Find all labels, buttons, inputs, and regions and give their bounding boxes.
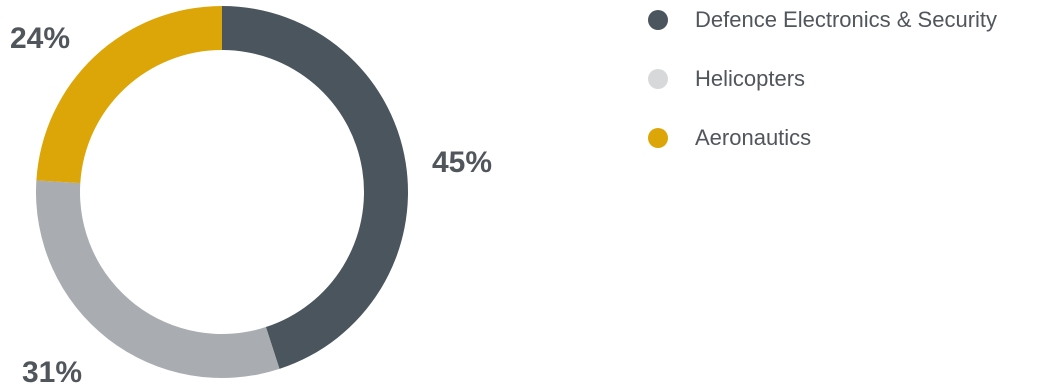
chart-legend: Defence Electronics & Security Helicopte…: [648, 4, 997, 181]
legend-label-aeronautics: Aeronautics: [695, 125, 812, 150]
legend-swatch-defence: [648, 10, 668, 30]
legend-swatch-aeronautics: [648, 128, 668, 148]
donut-chart: [35, 6, 409, 379]
legend-item-aeronautics: Aeronautics: [648, 122, 997, 154]
legend-label-helicopters: Helicopters: [695, 66, 806, 91]
slice-label-helicopters: 31%: [22, 356, 83, 389]
slice-label-defence: 45%: [432, 146, 493, 179]
slice-aeronautics: [36, 6, 222, 184]
legend-item-helicopters: Helicopters: [648, 63, 997, 95]
legend-item-defence: Defence Electronics & Security: [648, 4, 997, 36]
slice-defence: [222, 6, 409, 369]
slice-helicopters: [35, 180, 280, 379]
slice-label-aeronautics: 24%: [10, 22, 71, 55]
legend-label-defence: Defence Electronics & Security: [695, 7, 998, 32]
legend-swatch-helicopters: [648, 69, 668, 89]
